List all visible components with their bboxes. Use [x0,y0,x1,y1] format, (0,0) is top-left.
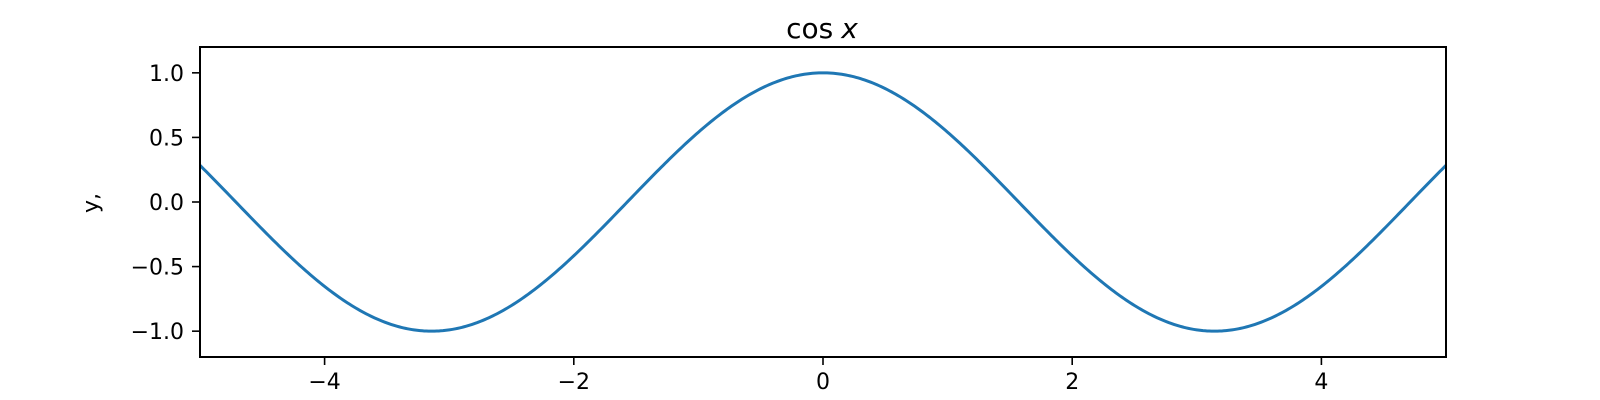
y-tick-label: 0.5 [149,126,184,151]
y-tick-label: 1.0 [149,62,184,87]
chart-title-var: x [840,12,858,45]
x-tick-label: −2 [558,370,590,395]
axes-frame [199,46,1447,358]
x-tick-label: 0 [816,370,830,395]
y-tick-label: −0.5 [131,256,184,281]
y-tick-label: −1.0 [131,320,184,345]
x-tick-label: 2 [1065,370,1079,395]
x-tick-label: 4 [1314,370,1328,395]
chart-title-func: cos [786,12,833,45]
plot-area: −4 −2 0 2 4 1.0 0.5 0.0 −0.5 −1.0 [131,46,1447,395]
x-tick-label: −4 [308,370,340,395]
y-axis-label: y, [79,193,104,213]
series-line-cos [200,71,1446,333]
chart-title: cos x [786,12,858,45]
y-tick-label: 0.0 [149,191,184,216]
